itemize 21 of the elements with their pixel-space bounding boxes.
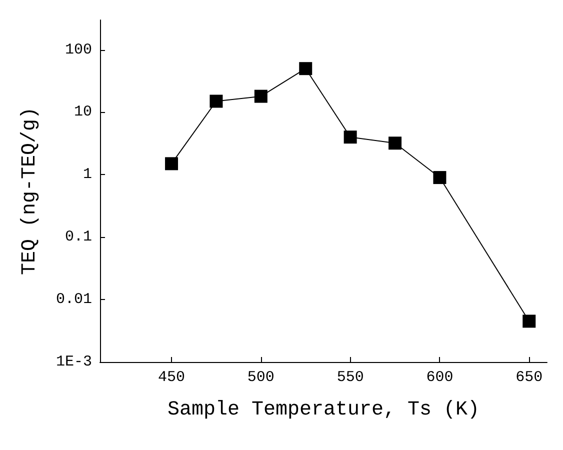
- x-tick-label: 500: [247, 369, 274, 386]
- y-tick-label: 0.01: [56, 291, 92, 308]
- x-tick-label: 550: [336, 369, 364, 386]
- y-tick-label: 1E-3: [56, 354, 92, 370]
- point: [522, 314, 536, 328]
- point: [344, 130, 357, 144]
- y-tick-label: 100: [64, 41, 92, 58]
- x-tick-label: 600: [426, 369, 454, 386]
- point: [388, 136, 402, 150]
- y-axis-title: TEQ (ng-TEQ/g): [18, 106, 42, 276]
- x-axis-title: Sample Temperature, Ts (K): [167, 398, 480, 422]
- point: [299, 62, 312, 76]
- y-tick-label: 1: [82, 166, 92, 184]
- x-tick-label: 650: [516, 369, 543, 386]
- x-tick-label: 450: [158, 369, 186, 386]
- point: [210, 94, 223, 108]
- point: [165, 157, 178, 170]
- y-tick-label: 0.1: [64, 228, 92, 246]
- point: [254, 90, 268, 103]
- y-tick-label: 10: [74, 104, 92, 121]
- point: [433, 171, 446, 184]
